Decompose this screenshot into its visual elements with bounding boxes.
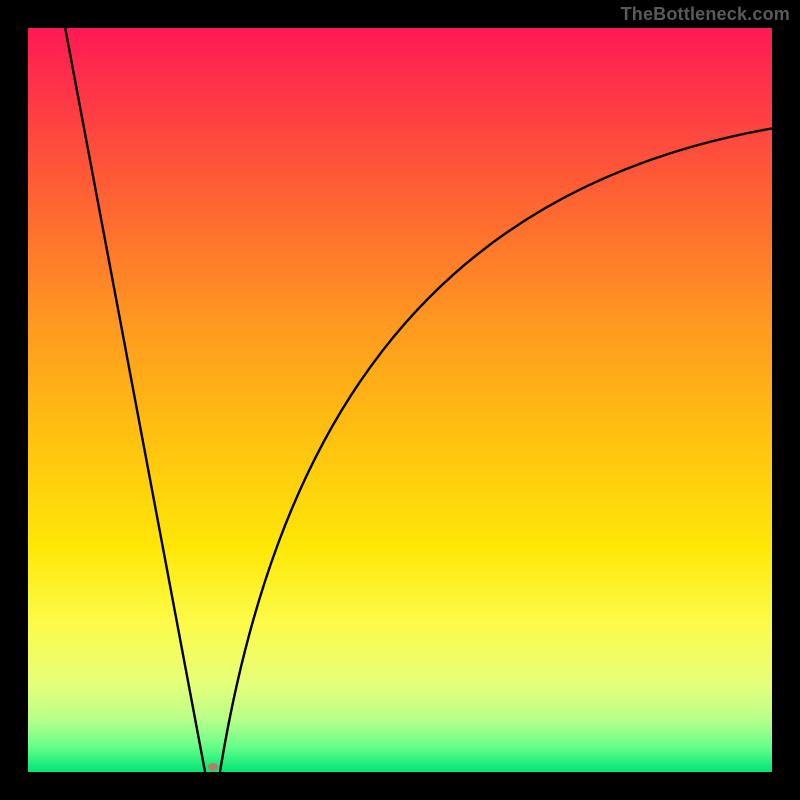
gradient-plot-area <box>28 28 772 772</box>
figure-root: TheBottleneck.com <box>0 0 800 800</box>
valley-marker <box>208 763 218 771</box>
watermark-text: TheBottleneck.com <box>621 4 790 25</box>
